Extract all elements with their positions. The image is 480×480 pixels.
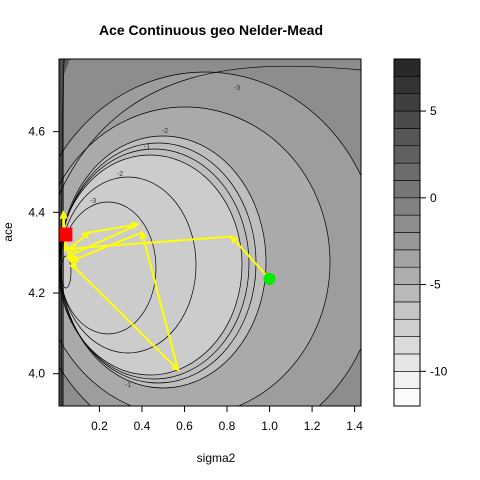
colorbar-frame	[393, 58, 421, 407]
y-axis-label: ace	[1, 222, 15, 242]
contour-level-label: -2	[117, 171, 123, 178]
colorbar-band	[393, 318, 421, 337]
contour-level-label: -3	[90, 198, 96, 205]
colorbar-band	[393, 128, 421, 147]
colorbar-band	[393, 336, 421, 355]
colorbar-band	[393, 214, 421, 233]
path-segment	[75, 268, 179, 371]
path-segment	[69, 235, 232, 250]
x-tick-label: 1.2	[304, 419, 321, 433]
plot-frame	[58, 58, 362, 407]
colorbar-band	[393, 353, 421, 372]
path-segment	[67, 223, 139, 258]
y-tick-label: 4.2	[28, 286, 45, 300]
x-tick-label: 0.6	[176, 419, 193, 433]
contour-labels: -3 -2 -1 -2 -3 -1	[90, 85, 240, 389]
colorbar-band	[393, 110, 421, 129]
colorbar-band	[393, 284, 421, 303]
colorbar-band	[393, 388, 421, 407]
optimization-path	[59, 210, 276, 372]
x-axis: 0.2 0.4 0.6 0.8 1.0 1.2 1.4	[91, 406, 363, 433]
y-axis: 4.0 4.2 4.4 4.6	[28, 125, 59, 381]
contour-fill	[59, 59, 361, 406]
colorbar-band	[393, 301, 421, 320]
y-tick-label: 4.0	[28, 367, 45, 381]
y-tick-label: 4.4	[28, 205, 45, 219]
chart-title: Ace Continuous geo Nelder-Mead	[99, 22, 323, 38]
colorbar-tick-label: 0	[430, 191, 437, 205]
colorbar-band	[393, 180, 421, 199]
colorbar-tick-label: -10	[430, 364, 448, 378]
path-segment	[64, 244, 73, 262]
x-tick-label: 1.4	[346, 419, 363, 433]
colorbar-band	[393, 162, 421, 181]
colorbar-band	[393, 232, 421, 251]
path-segment	[68, 231, 90, 250]
colorbar-band	[393, 76, 421, 94]
colorbar-band	[393, 197, 421, 216]
colorbar-band	[393, 266, 421, 285]
x-tick-label: 1.0	[261, 419, 278, 433]
colorbar-band	[393, 370, 421, 389]
path-segment	[71, 231, 143, 262]
colorbar-tick-label: 5	[430, 104, 437, 118]
y-tick-label: 4.6	[28, 125, 45, 139]
x-tick-label: 0.4	[134, 419, 151, 433]
colorbar: 5 0 -5 -10	[393, 58, 448, 407]
contour-level-label: -2	[162, 128, 168, 135]
x-tick-label: 0.8	[219, 419, 236, 433]
colorbar-band	[393, 58, 421, 77]
contour-level-label: -1	[144, 144, 150, 151]
x-tick-label: 0.2	[91, 419, 108, 433]
colorbar-band	[393, 145, 421, 164]
end-point-marker	[59, 227, 73, 242]
contour-level-label: -1	[125, 382, 131, 389]
path-segment	[88, 223, 138, 234]
start-point-marker	[263, 272, 276, 285]
contour-level-label: -3	[234, 85, 240, 92]
colorbar-tick-label: -5	[430, 278, 441, 292]
path-segment	[230, 235, 271, 280]
colorbar-band	[393, 93, 421, 112]
path-segment	[66, 256, 77, 270]
path-segment	[140, 232, 180, 370]
colorbar-band	[393, 249, 421, 268]
x-axis-label: sigma2	[197, 451, 236, 465]
